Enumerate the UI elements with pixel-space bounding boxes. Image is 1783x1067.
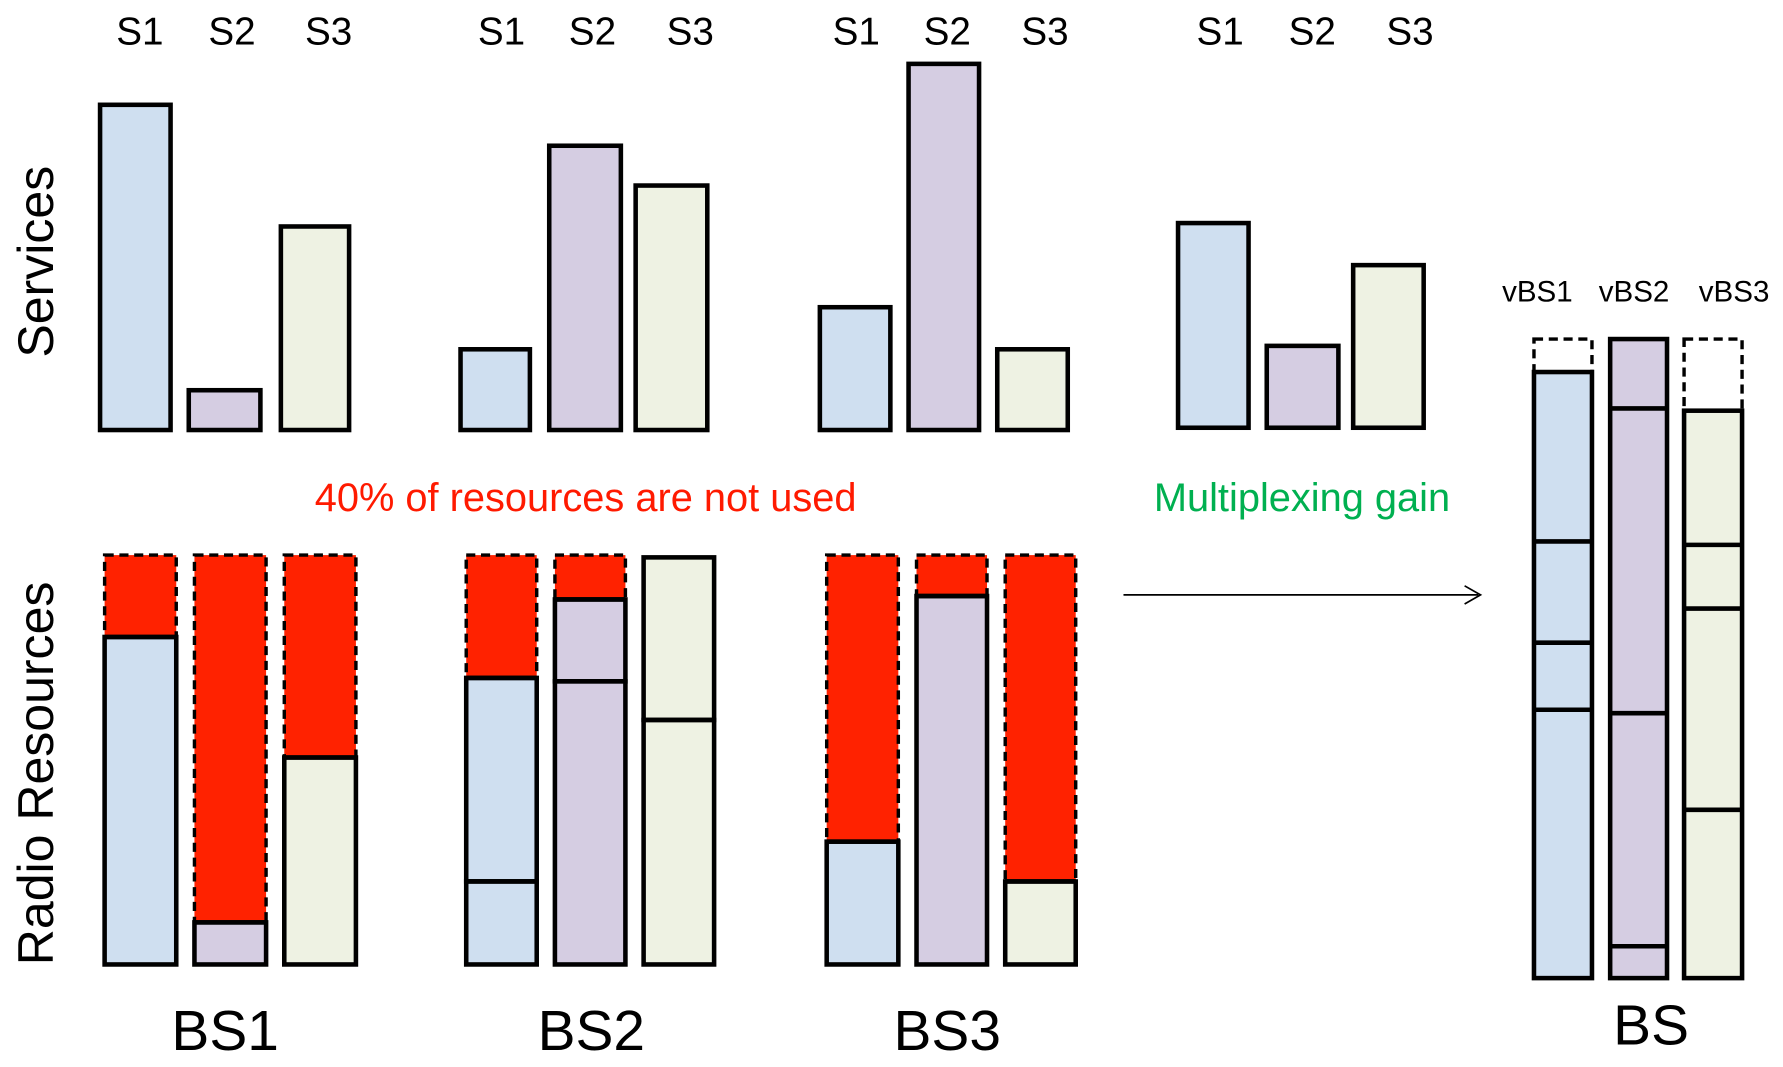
bar — [817, 304, 893, 433]
bar — [1264, 343, 1341, 431]
service-label: S3 — [667, 11, 714, 54]
unused-block — [916, 555, 988, 597]
service-label: S2 — [569, 11, 616, 54]
bar — [1681, 408, 1745, 981]
bar — [97, 102, 173, 433]
bar — [552, 679, 628, 967]
bs-label: BS — [1613, 994, 1689, 1057]
bar — [186, 387, 263, 433]
service-label: S3 — [305, 11, 352, 54]
bar — [641, 717, 717, 967]
service-label: S2 — [1289, 11, 1336, 54]
bs-label: BS3 — [893, 1000, 1000, 1063]
bar — [633, 183, 710, 433]
dashed-box — [102, 553, 178, 967]
axis-label: Radio Resources — [8, 582, 64, 966]
bar — [1607, 336, 1670, 981]
bar — [463, 675, 539, 884]
bar — [824, 839, 901, 967]
unused-block — [104, 555, 177, 637]
bar — [641, 555, 717, 723]
unused-block — [826, 555, 899, 842]
bar — [282, 755, 359, 967]
dashed-box — [553, 553, 628, 967]
dashed-box — [1682, 337, 1744, 413]
bar — [1531, 369, 1595, 981]
dashed-box — [464, 553, 539, 967]
bar — [906, 61, 982, 433]
service-label: S1 — [1196, 11, 1243, 54]
annotation: 40% of resources are not used — [315, 476, 857, 520]
service-label: S1 — [478, 11, 525, 54]
service-label: S2 — [208, 11, 255, 54]
service-label: S3 — [1021, 11, 1068, 54]
unused-block — [194, 555, 267, 923]
bar — [994, 347, 1071, 433]
service-label: S1 — [833, 11, 880, 54]
annotation: Multiplexing gain — [1154, 476, 1450, 520]
unused-block — [554, 555, 626, 600]
bs-label: BS2 — [538, 1000, 645, 1063]
dashed-box — [192, 553, 268, 967]
service-label: S1 — [116, 11, 163, 54]
bar — [192, 920, 269, 967]
slice-label: vBS3 — [1699, 275, 1770, 308]
bar — [102, 634, 179, 967]
unused-block — [1005, 555, 1076, 882]
unused-block — [466, 555, 537, 678]
service-label: S2 — [924, 11, 971, 54]
dashed-box — [282, 553, 358, 967]
bar — [463, 879, 539, 967]
arrow-head — [1464, 585, 1483, 605]
bar — [552, 597, 628, 684]
bs-label: BS1 — [171, 1000, 278, 1063]
bar — [1002, 879, 1078, 967]
slice-label: vBS1 — [1502, 275, 1573, 308]
bar — [914, 593, 990, 967]
bar — [1350, 262, 1426, 431]
dashed-box — [914, 553, 989, 967]
dashed-box — [1003, 553, 1078, 967]
bar — [1175, 220, 1251, 431]
axis-label: Services — [8, 166, 64, 358]
bar — [458, 347, 533, 433]
slice-label: vBS2 — [1599, 275, 1670, 308]
unused-block — [284, 555, 356, 758]
dashed-box — [1532, 337, 1594, 374]
bar — [546, 143, 624, 433]
bar — [278, 224, 352, 433]
service-label: S3 — [1386, 11, 1433, 54]
dashed-box — [824, 553, 901, 967]
